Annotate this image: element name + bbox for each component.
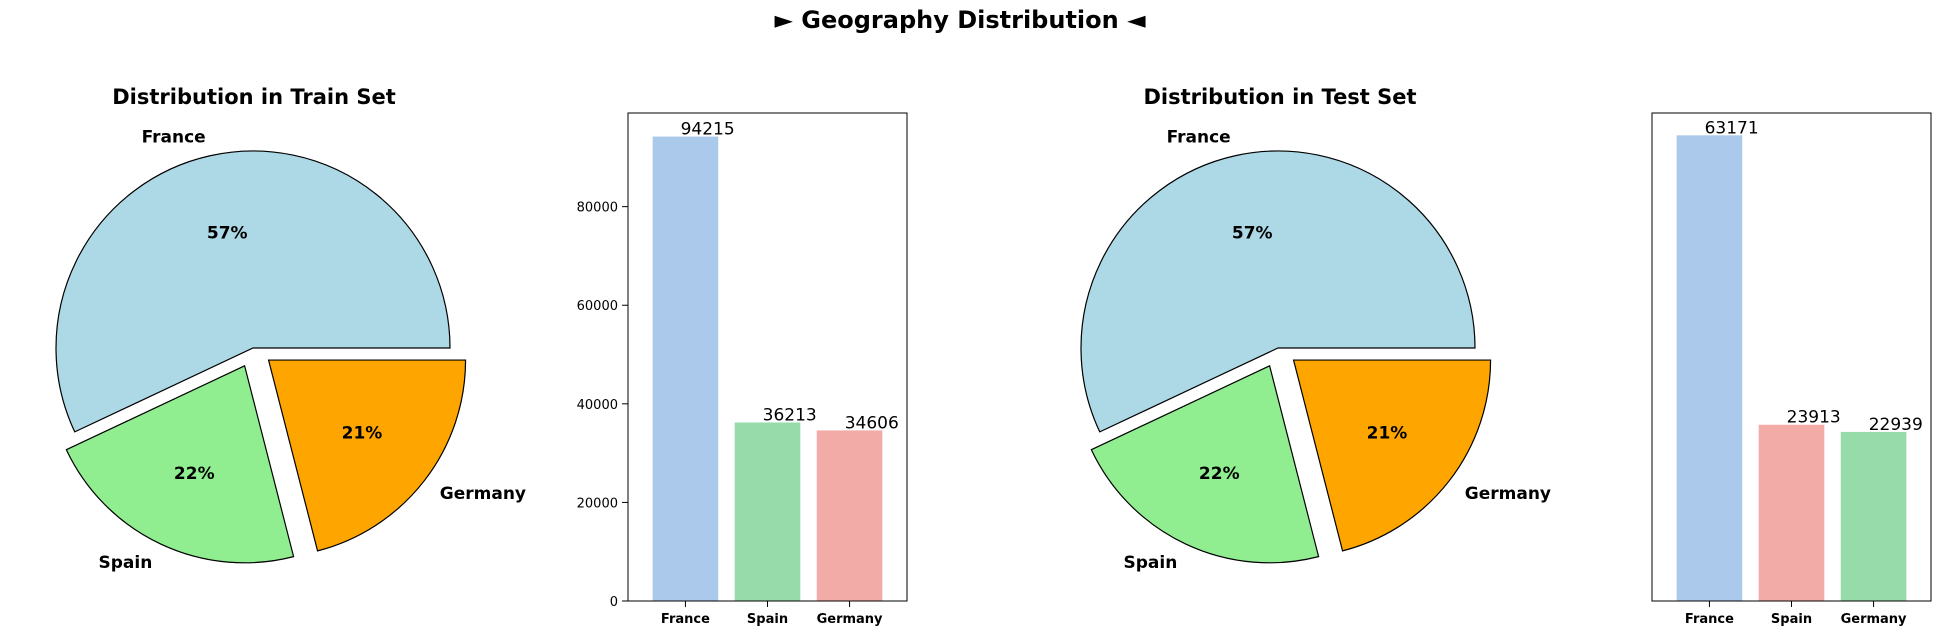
test-pie-chart: Distribution in Test Set 57% France 22% Spa… [1080, 85, 1551, 573]
bar-value-label-spain: 23913 [1787, 408, 1841, 428]
pie-percent-label-france: 57% [207, 224, 248, 244]
pie-slice-spain [1090, 364, 1320, 564]
test-bar-chart: 63171 France 23913 Spain 22939 Germany [1651, 112, 1932, 627]
train-pie-chart: Distribution in Train Set 57% France 22% Sp… [55, 85, 526, 573]
x-tick-label-france: France [661, 612, 710, 627]
x-tick-label-spain: Spain [747, 612, 788, 627]
test-pie-title: Distribution in Test Set [1143, 85, 1416, 109]
y-tick-label: 60000 [577, 299, 618, 314]
pie-percent-label-germany: 21% [1367, 424, 1408, 444]
y-tick-label: 0 [610, 595, 618, 610]
bar-plot-frame [627, 112, 908, 602]
pie-slice-germany [1292, 359, 1492, 552]
y-tick-label: 20000 [577, 496, 618, 511]
pie-slice-france [55, 150, 451, 433]
y-tick-label: 80000 [577, 201, 618, 216]
pie-percent-label-germany: 21% [342, 424, 383, 444]
x-tick-label-france: France [1685, 612, 1734, 627]
pie-category-label-germany: Germany [440, 484, 526, 504]
y-tick-label: 40000 [577, 398, 618, 413]
pie-category-label-germany: Germany [1465, 484, 1551, 504]
bar-spain [734, 422, 801, 601]
bar-value-label-germany: 34606 [845, 413, 899, 433]
train-pie-title: Distribution in Train Set [112, 85, 396, 109]
train-bar-chart: 0 20000 40000 60000 80000 94215 France 36213 Spa… [577, 112, 908, 627]
pie-category-label-spain: Spain [1124, 553, 1178, 573]
pie-slice-germany [267, 359, 467, 552]
x-tick-label-germany: Germany [817, 612, 883, 627]
bar-germany [1840, 431, 1907, 601]
bar-plot-frame [1651, 112, 1932, 602]
bar-france [652, 136, 719, 601]
bar-value-label-france: 63171 [1705, 118, 1759, 138]
pie-category-label-france: France [1167, 128, 1231, 148]
bar-value-label-germany: 22939 [1869, 415, 1923, 435]
bar-value-label-spain: 36213 [763, 405, 817, 425]
x-tick-label-spain: Spain [1771, 612, 1812, 627]
bar-france [1676, 135, 1743, 601]
pie-category-label-spain: Spain [99, 553, 153, 573]
bar-germany [816, 430, 883, 601]
pie-category-label-france: France [142, 128, 206, 148]
pie-slice-spain [65, 364, 295, 564]
bar-spain [1758, 424, 1825, 601]
figure-title: ► Geography Distribution ◄ [774, 6, 1146, 34]
pie-slice-france [1080, 150, 1476, 433]
pie-percent-label-france: 57% [1232, 224, 1273, 244]
pie-percent-label-spain: 22% [1199, 464, 1240, 484]
bar-value-label-france: 94215 [681, 120, 735, 140]
pie-percent-label-spain: 22% [174, 464, 215, 484]
x-tick-label-germany: Germany [1841, 612, 1907, 627]
